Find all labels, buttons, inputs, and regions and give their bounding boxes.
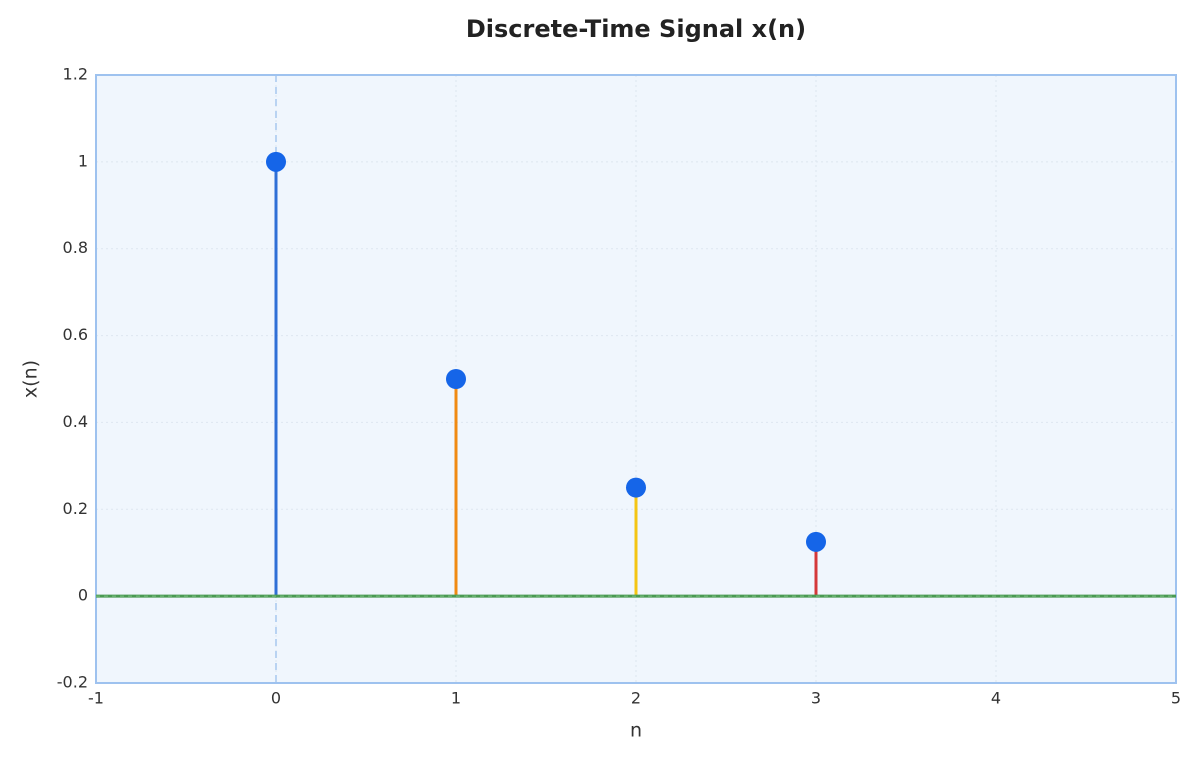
y-tick-label: 0: [78, 586, 88, 605]
x-axis-label: n: [630, 720, 642, 742]
marker: [626, 477, 646, 498]
x-tick-label: 2: [631, 689, 641, 708]
marker: [446, 369, 466, 389]
marker: [266, 151, 286, 172]
y-tick-label: -0.2: [57, 673, 88, 692]
chart-title: Discrete-Time Signal x(n): [466, 15, 806, 43]
x-tick-label: 3: [811, 689, 821, 708]
y-axis-label: x(n): [20, 360, 42, 398]
y-tick-label: 0.8: [63, 238, 88, 257]
marker: [806, 531, 826, 552]
y-tick-label: 0.4: [63, 412, 88, 431]
x-tick-label: 1: [451, 689, 461, 708]
plot-border: [95, 74, 1177, 684]
x-tick-label: -1: [88, 689, 104, 708]
x-tick-label: 4: [991, 689, 1001, 708]
x-tick-label: 0: [271, 689, 281, 708]
y-tick-label: 0.2: [63, 499, 88, 518]
y-tick-label: 1: [78, 151, 88, 170]
y-tick-label: 1.2: [63, 65, 88, 84]
x-tick-label: 5: [1171, 689, 1181, 708]
y-tick-label: 0.6: [63, 325, 88, 344]
